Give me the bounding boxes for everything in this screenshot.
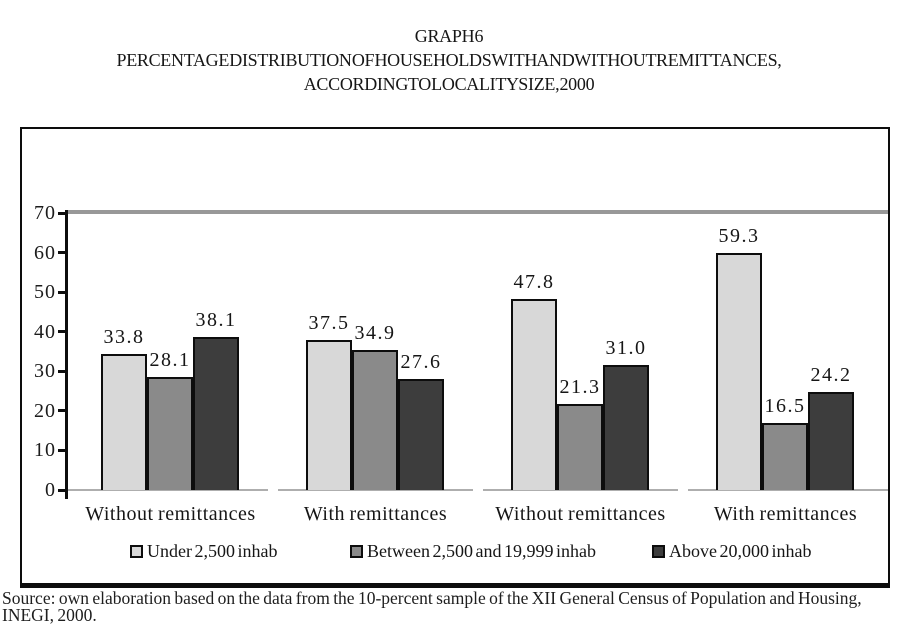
y-tick (58, 369, 65, 373)
bar-value-label: 37.5 (308, 311, 350, 334)
category-label: Without remittances (495, 503, 666, 525)
bar-value-label: 21.3 (559, 375, 601, 398)
bar-value-label: 47.8 (513, 270, 555, 293)
gridline-70 (68, 210, 888, 214)
category-label: With remittances (713, 503, 858, 525)
bar-value-label: 59.3 (718, 225, 760, 248)
chart-title-line2: PERCENTAGE DISTRIBUTION OF HOUSEHOLDS WI… (116, 50, 782, 70)
source-note-line2: INEGI, 2000. (2, 605, 97, 624)
legend-marker-icon (130, 545, 143, 558)
chart-frame: 0 10 20 30 40 50 60 70 33.8 28.1 38.1 37.5 34.9 27.6 4… (20, 127, 890, 588)
bar (603, 365, 649, 490)
y-tick-label: 0 (45, 479, 56, 501)
y-tick (58, 211, 65, 215)
bar (808, 392, 854, 490)
bar (716, 253, 762, 490)
y-tick (58, 409, 65, 413)
bar (511, 298, 557, 490)
legend-item: Under 2,500 inhab (130, 541, 277, 562)
y-tick-label: 20 (34, 399, 56, 422)
legend-label: Above 20,000 inhab (669, 541, 812, 561)
bar-value-label: 24.2 (810, 364, 852, 387)
bar (147, 376, 193, 490)
y-tick-label: 70 (34, 202, 56, 224)
x-axis-baseline-segment (688, 489, 888, 491)
legend-label: Under 2,500 inhab (147, 541, 278, 561)
y-axis-line (65, 210, 68, 499)
bar-value-label: 38.1 (195, 309, 237, 332)
y-tick-label: 10 (34, 439, 56, 462)
legend-marker-icon (652, 545, 665, 558)
chart-title-line3: ACCORDING TO LOCALITY SIZE, 2000 (303, 74, 595, 94)
bar-value-label: 34.9 (354, 321, 396, 344)
legend-item: Between 2,500 and 19,999 inhab (350, 541, 596, 562)
y-tick-label: 40 (34, 320, 56, 343)
legend-item: Above 20,000 inhab (652, 541, 811, 562)
x-axis-baseline-segment (68, 489, 268, 491)
bar (762, 422, 808, 490)
y-tick-label: 60 (34, 241, 56, 264)
bar (306, 339, 352, 490)
source-note-line1: Source: own elaboration based on the dat… (2, 588, 862, 608)
y-tick (58, 330, 65, 334)
y-tick (58, 488, 65, 492)
bar-value-label: 33.8 (103, 326, 145, 349)
y-tick-label: 50 (34, 281, 56, 304)
x-axis-baseline-segment (483, 489, 678, 491)
category-label: With remittances (303, 503, 448, 525)
bar (557, 403, 603, 490)
legend-label: Between 2,500 and 19,999 inhab (367, 541, 596, 561)
source-note: Source: own elaboration based on the dat… (2, 588, 894, 624)
bar-value-label: 16.5 (764, 394, 806, 417)
category-label: Without remittances (85, 503, 256, 525)
bar (352, 349, 398, 490)
y-tick (58, 448, 65, 452)
chart-title-line1: GRAPH 6 (414, 26, 484, 46)
bar (101, 354, 147, 490)
chart-title: GRAPH 6 PERCENTAGE DISTRIBUTION OF HOUSE… (0, 24, 898, 96)
bar (193, 337, 239, 490)
bar-value-label: 27.6 (400, 350, 442, 373)
x-axis-baseline-segment (278, 489, 473, 491)
legend-marker-icon (350, 545, 363, 558)
y-tick-label: 30 (34, 360, 56, 383)
bar-value-label: 31.0 (605, 337, 647, 360)
bar (398, 378, 444, 490)
plot-area: 0 10 20 30 40 50 60 70 33.8 28.1 38.1 37.5 34.9 27.6 4… (34, 129, 888, 500)
bar-value-label: 28.1 (149, 348, 191, 371)
y-tick (58, 290, 65, 294)
y-tick (58, 251, 65, 255)
